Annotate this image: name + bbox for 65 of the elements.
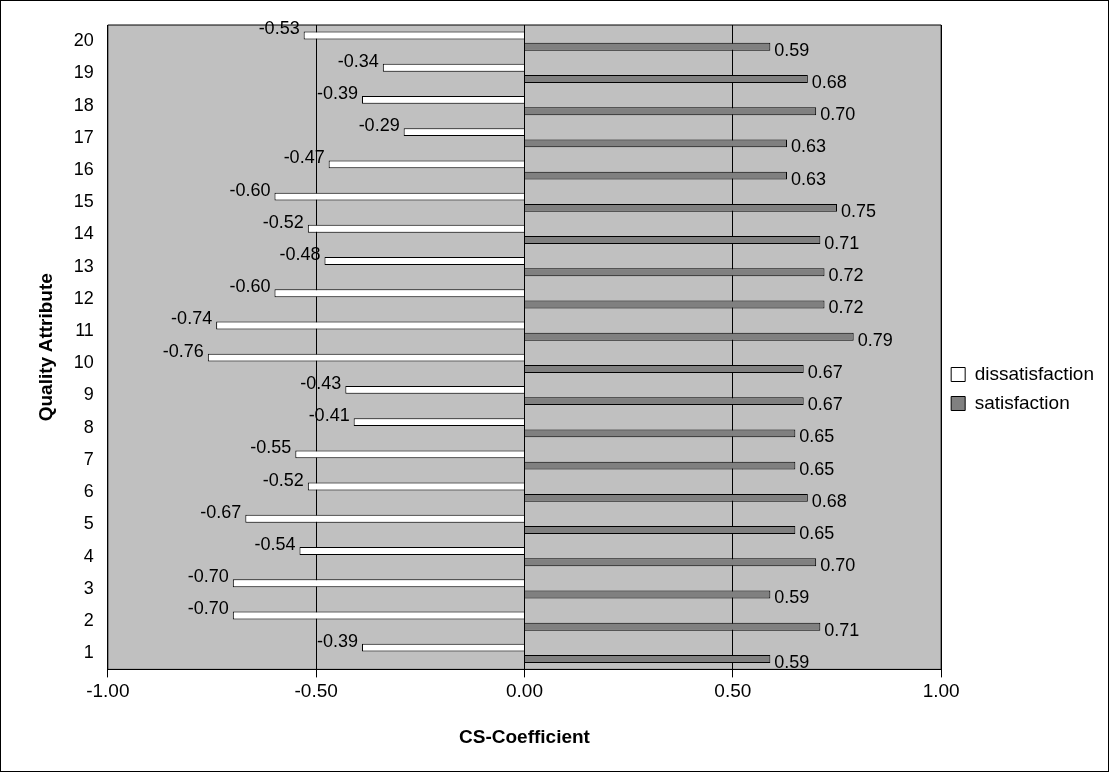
y-tick-label: 2 [83,610,94,631]
data-label: -0.74 [171,308,213,329]
data-label: 0.65 [799,523,835,544]
data-label: -0.60 [229,276,271,297]
x-tick-label: -0.50 [294,680,338,702]
data-label: -0.70 [187,598,229,619]
y-tick-label: 12 [73,287,94,308]
x-tick-label: 0.50 [714,680,752,702]
data-label: -0.70 [187,566,229,587]
y-tick-label: 15 [73,191,94,212]
legend-label: satisfaction [974,391,1070,413]
data-label: -0.67 [200,501,242,522]
y-tick-label: 3 [83,577,94,598]
data-label: -0.39 [316,630,358,651]
data-label: -0.52 [262,469,304,490]
data-label: 0.63 [791,168,827,189]
y-tick-label: 4 [83,545,94,566]
data-label: 0.72 [828,297,864,318]
data-label: 0.63 [791,136,827,157]
data-label: -0.54 [254,533,296,554]
data-label: 0.79 [857,329,893,350]
data-label: 0.59 [774,587,810,608]
y-tick-label: 7 [83,448,94,469]
x-tick-label: 1.00 [922,680,960,702]
y-tick-label: 18 [73,94,94,115]
y-tick-label: 11 [75,320,94,341]
data-label: 0.72 [828,265,864,286]
data-label: -0.52 [262,211,304,232]
x-axis-title: CS-Coefficient [459,725,591,747]
y-tick-label: 19 [73,62,94,83]
y-tick-label: 8 [83,416,94,437]
data-label: -0.39 [316,82,358,103]
data-label: 0.65 [799,426,835,447]
x-tick-label: -1.00 [86,680,130,702]
y-tick-label: 13 [73,255,94,276]
data-label: 0.59 [774,39,810,60]
data-label: 0.67 [807,394,843,415]
data-label: 0.59 [774,651,810,672]
data-label: 0.70 [820,104,856,125]
data-label: 0.71 [824,619,860,640]
y-tick-label: 5 [83,513,94,534]
data-label: 0.67 [807,361,843,382]
data-label: 0.68 [811,490,847,511]
y-tick-label: 14 [73,223,94,244]
data-label: 0.65 [799,458,835,479]
data-label: -0.76 [162,340,204,361]
x-tick-label: 0.00 [506,680,543,702]
y-tick-label: 17 [73,126,94,147]
data-label: -0.34 [337,50,379,71]
data-label: -0.60 [229,179,271,200]
y-tick-label: 9 [83,384,94,405]
y-axis-title: Quality Attribute [34,273,56,422]
y-tick-label: 6 [83,481,94,502]
data-label: -0.55 [250,437,292,458]
y-tick-label: 10 [73,352,94,373]
data-label: -0.53 [258,18,300,39]
data-label: 0.68 [811,71,847,92]
y-tick-label: 20 [73,30,94,51]
data-label: 0.71 [824,233,860,254]
data-label: -0.29 [358,115,400,136]
legend-label: dissatisfaction [974,362,1095,384]
y-tick-label: 1 [83,642,94,663]
data-label: 0.70 [820,555,856,576]
y-tick-label: 16 [73,158,94,179]
data-label: 0.75 [841,200,877,221]
